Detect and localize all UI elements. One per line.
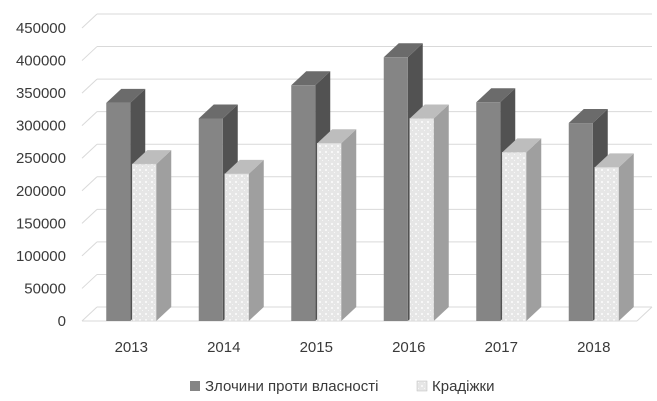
bar-property-crimes-2018 [568, 123, 593, 321]
bar-top [476, 88, 516, 103]
legend-swatch [416, 380, 428, 392]
y-tick-label: 250000 [16, 150, 66, 167]
x-tick-label: 2017 [485, 339, 518, 356]
bar-property-crimes-2014 [198, 118, 223, 321]
x-tick-label: 2016 [392, 339, 425, 356]
bar-top [198, 104, 238, 119]
bar-property-crimes-2016 [383, 57, 408, 322]
floor-edge [636, 306, 653, 322]
x-tick-label: 2013 [115, 339, 148, 356]
bar-thefts-2013 [132, 163, 157, 322]
y-tick-label: 350000 [16, 85, 66, 102]
legend: Злочини проти власності Крадіжки [190, 378, 494, 395]
y-tick-label: 400000 [16, 53, 66, 70]
x-tick-label: 2015 [300, 339, 333, 356]
gridline-depth [81, 13, 98, 29]
legend-swatch [190, 381, 200, 391]
bar-top [383, 43, 423, 58]
y-tick-label: 0 [58, 313, 66, 330]
gridline-depth [81, 111, 98, 127]
y-tick-label: 100000 [16, 248, 66, 265]
bar-property-crimes-2015 [291, 85, 316, 321]
gridline-depth [81, 306, 98, 322]
axes [82, 306, 653, 322]
gridline-depth [81, 46, 98, 61]
bars [106, 43, 634, 322]
y-tick-label: 50000 [24, 280, 66, 297]
bar-top [317, 129, 357, 144]
bar-property-crimes-2013 [106, 102, 131, 321]
gridline-depth [81, 274, 98, 289]
y-tick-label: 300000 [16, 118, 66, 135]
bar-property-crimes-2017 [476, 102, 501, 321]
bar-thefts-2015 [317, 142, 342, 322]
legend-label: Крадіжки [432, 378, 494, 395]
y-tick-label: 450000 [16, 20, 66, 37]
legend-label: Злочини проти власності [205, 378, 378, 395]
bar-thefts-2016 [409, 118, 434, 322]
gridline-depth [81, 208, 98, 224]
x-tick-label: 2014 [207, 339, 240, 356]
gridline-depth [81, 143, 98, 159]
bar-thefts-2014 [224, 173, 249, 322]
gridlines [81, 13, 652, 322]
bar-top [291, 71, 331, 86]
x-tick-label: 2018 [577, 339, 610, 356]
bar-top [502, 138, 542, 153]
bar-thefts-2017 [502, 152, 527, 322]
bar-side [341, 129, 357, 321]
bar-top [568, 109, 608, 124]
bar-side [156, 150, 172, 321]
bar-side [248, 159, 264, 321]
gridline-depth [81, 176, 98, 192]
y-tick-label: 200000 [16, 183, 66, 200]
bar-top [224, 159, 264, 174]
bar-thefts-2018 [594, 167, 619, 322]
bar-side [618, 153, 634, 321]
gridline-depth [81, 241, 98, 257]
tick-labels: 0 50000 100000 150000 200000 250000 300000 3500… [16, 20, 611, 356]
bar-top [409, 104, 449, 119]
bar-side [433, 104, 449, 321]
bar-side [526, 138, 542, 321]
bar-top [106, 88, 146, 103]
bar-top [594, 153, 634, 168]
y-tick-label: 150000 [16, 215, 66, 232]
gridline-depth [81, 78, 98, 94]
bar-top [132, 150, 172, 165]
